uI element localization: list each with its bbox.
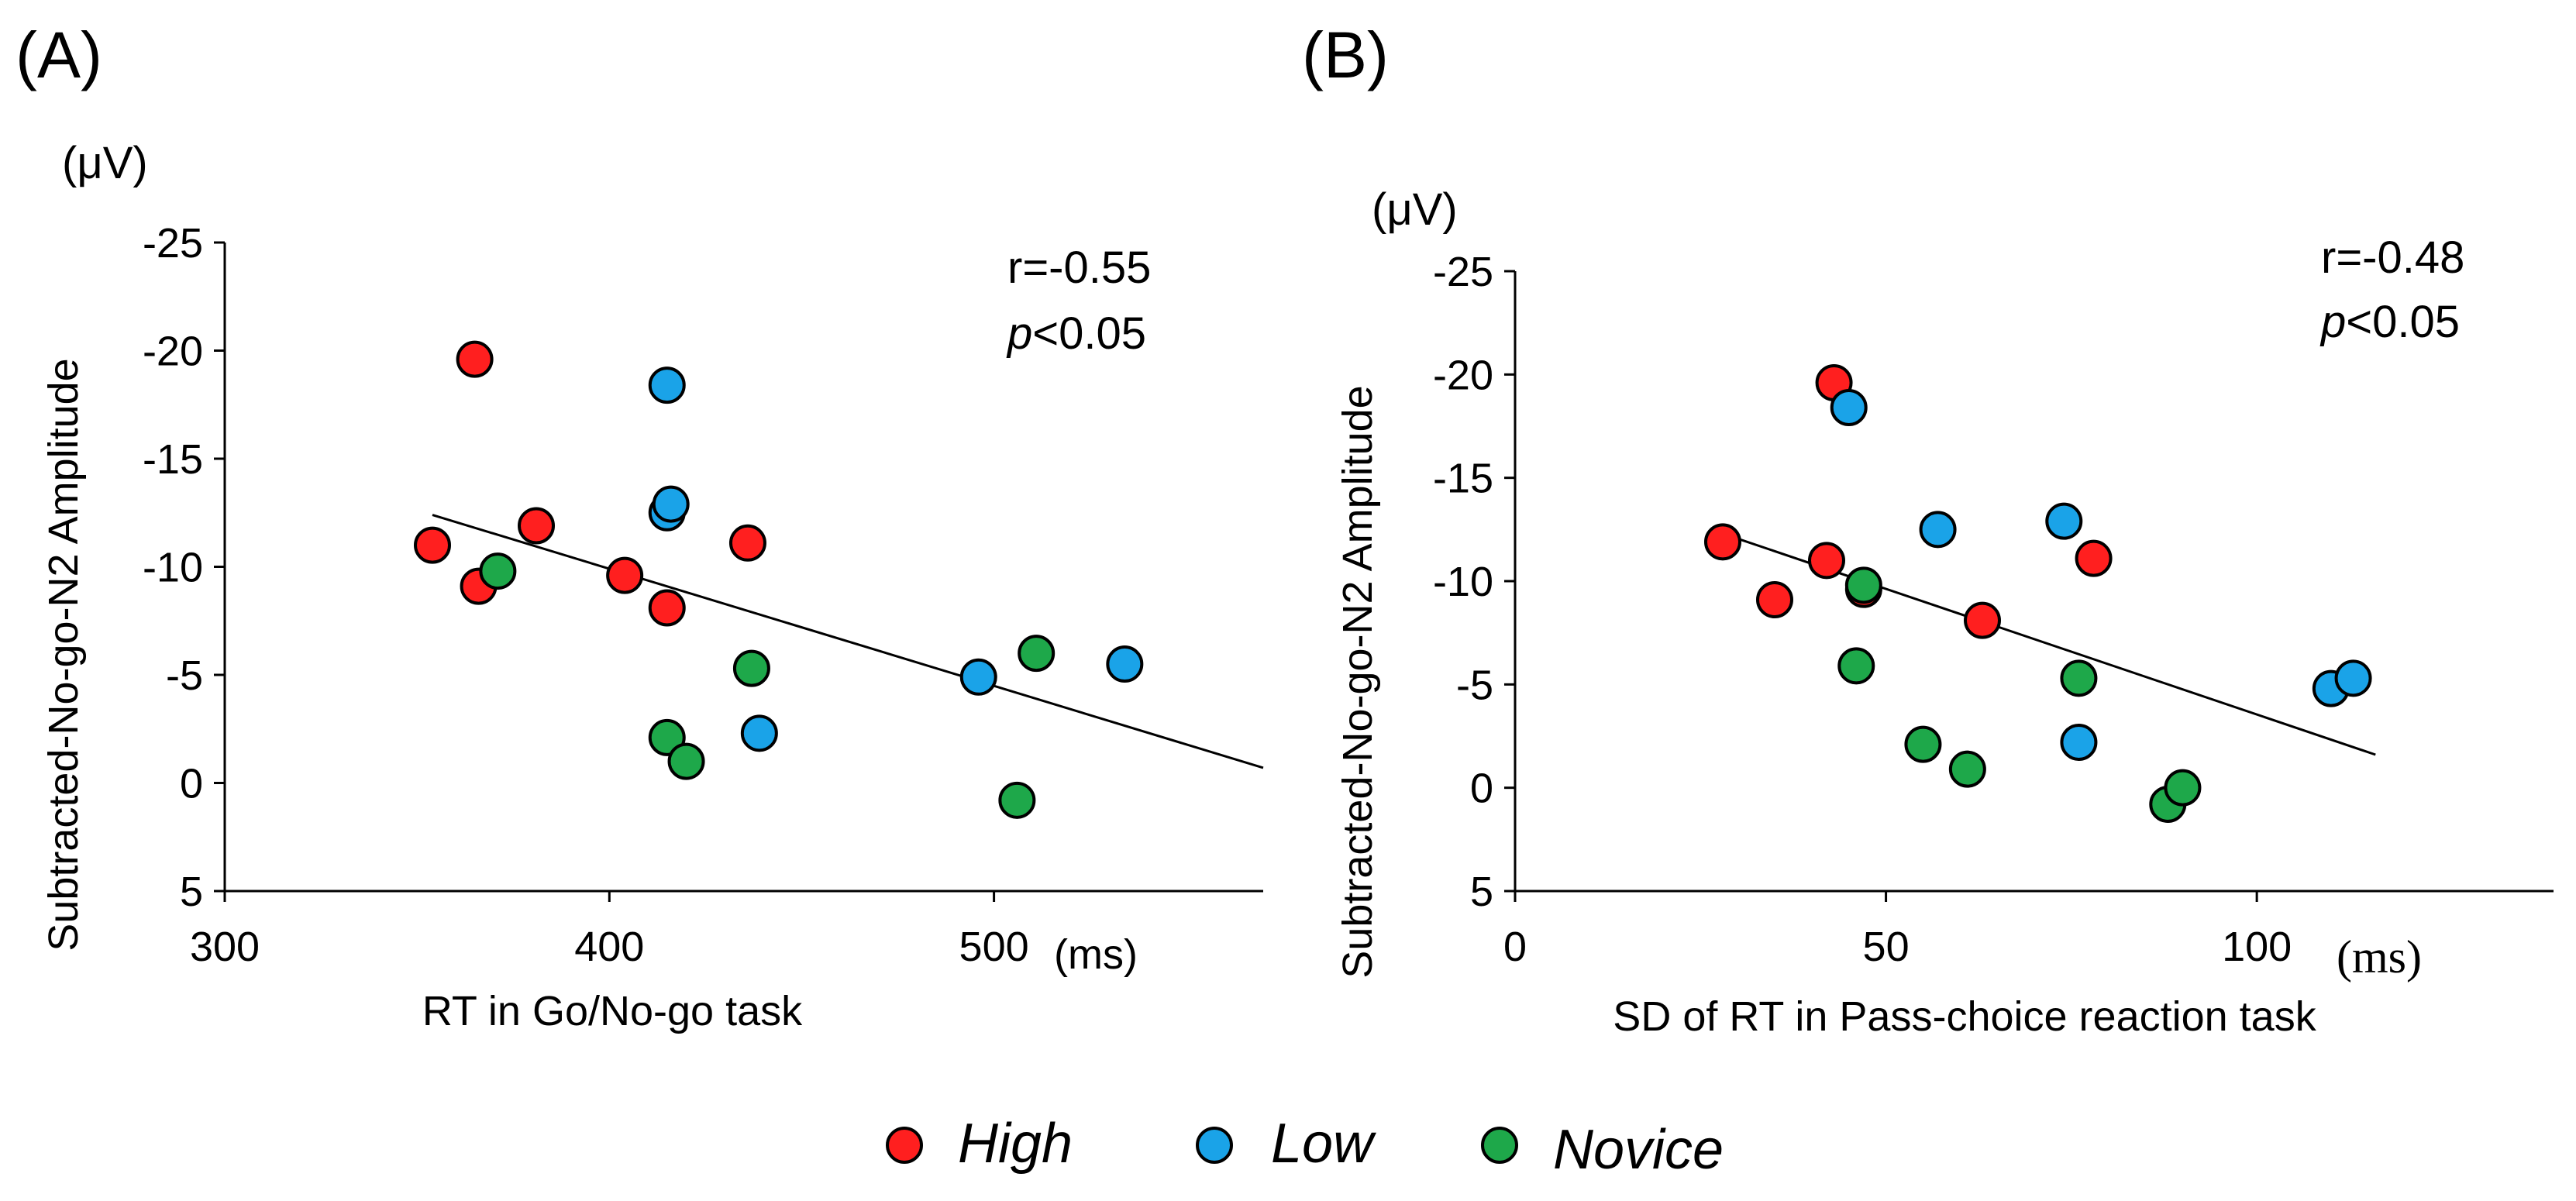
panel-b-point-low bbox=[2334, 659, 2372, 697]
panel-a-point-high bbox=[728, 524, 766, 562]
legend-label-low: Low bbox=[1271, 1113, 1376, 1175]
panel-b-point-low bbox=[1830, 389, 1868, 426]
panel-b-x-axis-title: SD of RT in Pass-choice reaction task bbox=[1613, 993, 2316, 1040]
panel-b-y-tick-label: -25 bbox=[1433, 249, 1493, 295]
panel-a-point-high bbox=[456, 340, 494, 378]
panel-a-x-tick-label: 300 bbox=[190, 924, 260, 970]
panel-a-p-value: p<0.05 bbox=[1006, 308, 1146, 359]
panel-b-point-low bbox=[2045, 502, 2083, 540]
panel-a-y-axis-title: Subtracted-No-go-N2 Amplitude bbox=[40, 358, 87, 951]
panel-b-y-tick-label: 5 bbox=[1470, 869, 1493, 915]
panel-b-y-axis-title: Subtracted-No-go-N2 Amplitude bbox=[1334, 385, 1381, 978]
panel-b-point-low bbox=[2060, 724, 2098, 761]
panel-a-point-novice bbox=[732, 649, 770, 687]
panel-b-point-high bbox=[1808, 542, 1845, 580]
panel-b-y-tick-label: 0 bbox=[1470, 766, 1493, 812]
panel-a-point-novice bbox=[479, 552, 517, 590]
panel-a-point-low bbox=[959, 658, 997, 696]
panel-a-point-low bbox=[652, 485, 690, 523]
panel-b-point-novice bbox=[2164, 769, 2202, 807]
panel-b-point-novice bbox=[1837, 647, 1875, 685]
panel-b-point-low bbox=[1919, 511, 1957, 549]
panel-a-point-high bbox=[518, 507, 555, 545]
panel-a-y-tick-label: -15 bbox=[143, 436, 203, 483]
panel-a-point-high bbox=[648, 589, 686, 627]
panel-b-point-high bbox=[2075, 539, 2113, 577]
panel-b-point-novice bbox=[1844, 566, 1882, 604]
panel-a-x-tick-label: 500 bbox=[959, 924, 1029, 970]
panel-b-y-tick-label: -15 bbox=[1433, 456, 1493, 502]
panel-b-x-tick-label: 100 bbox=[2222, 924, 2292, 970]
panel-a-r-value: r=-0.55 bbox=[1007, 243, 1151, 293]
panel-a-point-low bbox=[648, 366, 686, 404]
panel-a-point-low bbox=[1106, 645, 1144, 683]
panel-a-y-tick-label: 0 bbox=[180, 761, 203, 807]
panel-b-point-high bbox=[1964, 601, 2001, 639]
legend-item-novice: Novice bbox=[1481, 1119, 1724, 1181]
panel-a-regression-line bbox=[432, 514, 1264, 769]
legend-item-high: High bbox=[886, 1113, 1073, 1175]
panel-a-y-tick-label: -20 bbox=[143, 329, 203, 375]
panel-a-point-high bbox=[606, 556, 644, 594]
panel-b-r-value: r=-0.48 bbox=[2321, 232, 2464, 283]
panel-b-unit-label: (μV) bbox=[1372, 184, 1458, 235]
panel-a-point-high bbox=[414, 526, 451, 564]
panel-b-point-high bbox=[1704, 523, 1741, 561]
panel-b-point-novice bbox=[2060, 659, 2098, 697]
legend-marker-novice bbox=[1481, 1127, 1518, 1164]
panel-a-y-tick-label: 5 bbox=[180, 869, 203, 915]
panel-a-unit-label: (μV) bbox=[62, 138, 148, 188]
legend-label-novice: Novice bbox=[1553, 1119, 1724, 1181]
panel-a-point-novice bbox=[1018, 635, 1056, 673]
panel-b-point-high bbox=[1756, 581, 1793, 618]
legend-marker-high bbox=[886, 1127, 923, 1164]
panel-b-y-tick-label: -20 bbox=[1433, 352, 1493, 398]
panel-a-label: (A) bbox=[15, 19, 102, 91]
legend-label-high: High bbox=[958, 1113, 1073, 1175]
panel-a-point-low bbox=[740, 714, 778, 752]
legend: High Low Novice bbox=[886, 1113, 1724, 1181]
panel-a-x-unit: (ms) bbox=[1054, 931, 1138, 978]
panel-a-y-tick-label: -5 bbox=[166, 652, 203, 699]
legend-marker-low bbox=[1196, 1127, 1233, 1164]
panel-a-y-tick-label: -25 bbox=[143, 220, 203, 267]
panel-b-point-novice bbox=[1948, 750, 1986, 788]
panel-b: (B) (μV) Subtracted-No-go-N2 Amplitude S… bbox=[1302, 19, 2554, 1040]
panel-b-p-value: p<0.05 bbox=[2319, 297, 2460, 347]
panel-b-point-novice bbox=[1904, 725, 1942, 763]
panel-b-x-tick-label: 0 bbox=[1503, 924, 1527, 970]
panel-a: (A) (μV) Subtracted-No-go-N2 Amplitude R… bbox=[15, 19, 1264, 1034]
panel-a-x-axis-title: RT in Go/No-go task bbox=[422, 988, 803, 1034]
panel-b-y-tick-label: -5 bbox=[1456, 662, 1493, 708]
panel-a-point-novice bbox=[998, 781, 1036, 819]
panel-a-y-tick-label: -10 bbox=[143, 545, 203, 591]
panel-b-x-tick-label: 50 bbox=[1863, 924, 1910, 970]
legend-item-low: Low bbox=[1196, 1113, 1376, 1175]
panel-b-x-unit: (ms) bbox=[2337, 931, 2422, 982]
panel-a-point-novice bbox=[667, 742, 705, 780]
panel-b-y-tick-label: -10 bbox=[1433, 559, 1493, 605]
panel-a-point-novice bbox=[648, 718, 686, 756]
panel-b-label: (B) bbox=[1302, 19, 1389, 91]
panel-a-x-tick-label: 400 bbox=[574, 924, 644, 970]
